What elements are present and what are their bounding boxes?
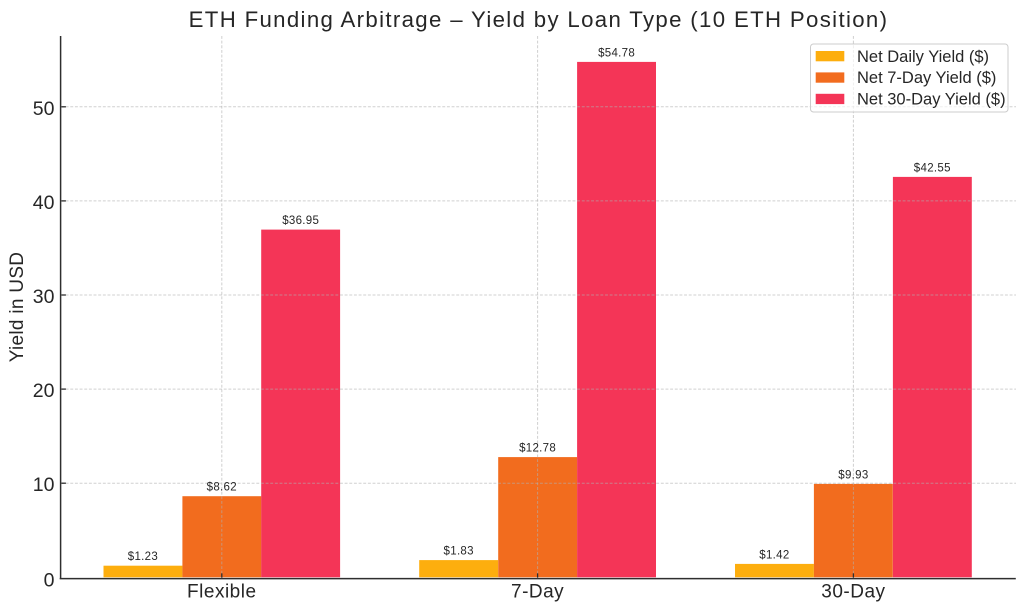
svg-text:20: 20 (33, 380, 55, 402)
svg-text:$36.95: $36.95 (282, 215, 319, 227)
svg-text:Net Daily Yield ($): Net Daily Yield ($) (857, 48, 989, 66)
svg-text:$9.93: $9.93 (838, 469, 868, 481)
svg-text:$12.78: $12.78 (519, 443, 556, 455)
svg-text:$1.23: $1.23 (128, 551, 158, 563)
svg-text:Flexible: Flexible (187, 582, 256, 603)
svg-text:30: 30 (33, 286, 55, 308)
svg-text:0: 0 (44, 570, 55, 592)
svg-text:ETH Funding Arbitrage – Yield: ETH Funding Arbitrage – Yield by Loan Ty… (189, 7, 889, 32)
svg-text:$54.78: $54.78 (598, 47, 635, 59)
svg-text:Yield in USD: Yield in USD (7, 252, 28, 363)
svg-text:$8.62: $8.62 (207, 482, 237, 494)
svg-text:40: 40 (33, 192, 55, 214)
svg-text:$1.42: $1.42 (759, 549, 789, 561)
svg-text:$1.83: $1.83 (444, 546, 474, 558)
svg-text:Net 7-Day Yield ($): Net 7-Day Yield ($) (857, 69, 996, 87)
svg-text:50: 50 (33, 98, 55, 120)
svg-text:$42.55: $42.55 (914, 162, 951, 174)
svg-text:7-Day: 7-Day (511, 582, 564, 603)
svg-text:10: 10 (33, 474, 55, 496)
svg-text:Net 30-Day Yield ($): Net 30-Day Yield ($) (857, 91, 1006, 109)
svg-text:30-Day: 30-Day (821, 582, 885, 603)
